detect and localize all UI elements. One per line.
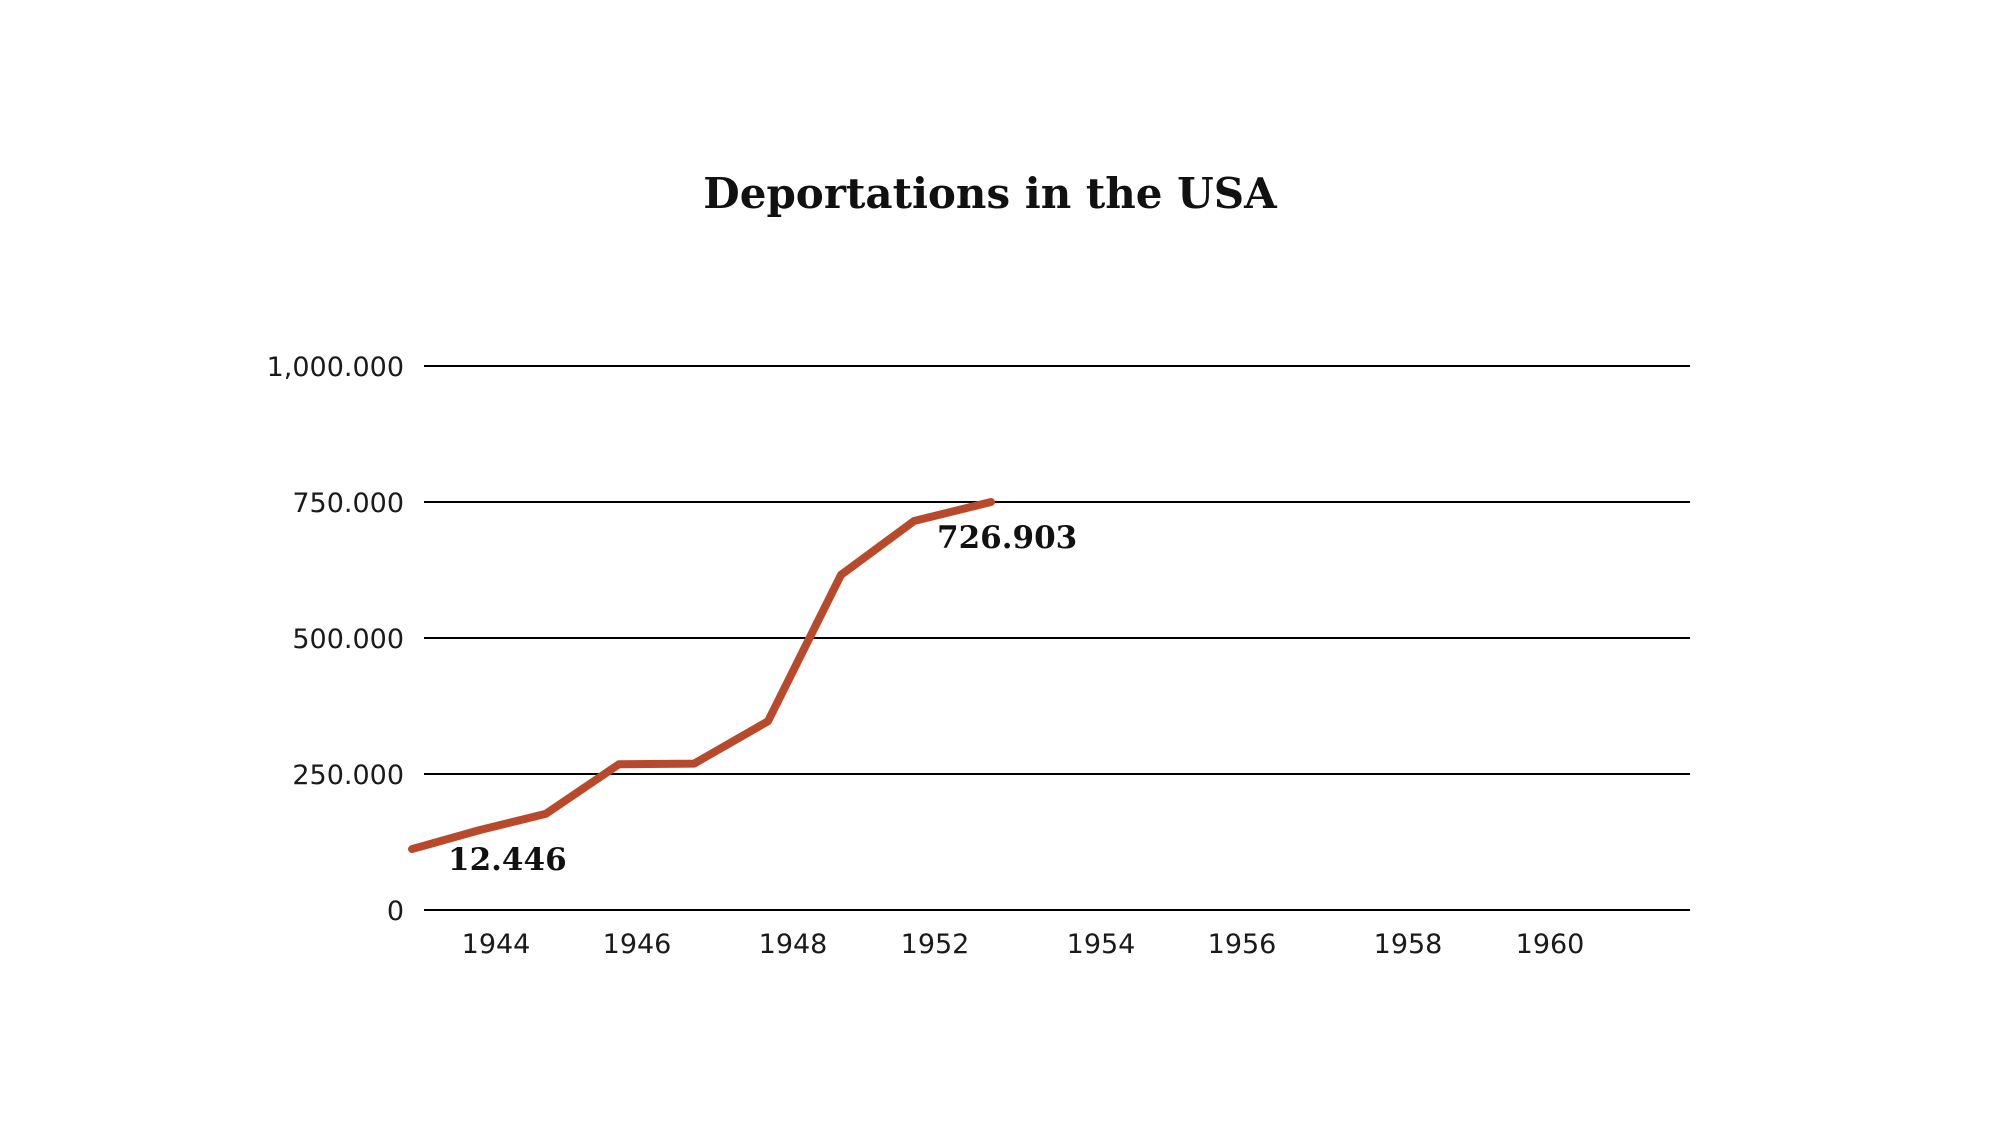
y-tick-label: 500.000 (292, 624, 404, 655)
series-layer (408, 498, 995, 854)
y-tick-label: 750.000 (292, 488, 404, 519)
chart-title: Deportations in the USA (703, 169, 1278, 218)
y-tick-label: 250.000 (292, 760, 404, 791)
x-tick-label: 1944 (462, 929, 531, 960)
data-label: 12.446 (448, 842, 567, 878)
x-tick-label: 1956 (1208, 929, 1277, 960)
x-tick-label: 1948 (759, 929, 828, 960)
series-line (408, 498, 995, 854)
data-labels: 12.446 726.903 (448, 520, 1077, 878)
y-tick-label: 1,000.000 (267, 352, 404, 383)
y-tick-label: 0 (387, 896, 404, 927)
x-tick-label: 1952 (901, 929, 970, 960)
x-tick-label: 1946 (603, 929, 672, 960)
x-tick-label: 1958 (1374, 929, 1443, 960)
data-label: 726.903 (937, 520, 1077, 556)
y-axis-tick-labels: 0 250.000 500.000 750.000 1,000.000 (267, 352, 404, 927)
x-axis-tick-labels: 1944 1946 1948 1952 1954 1956 1958 1960 (462, 929, 1585, 960)
x-tick-label: 1954 (1067, 929, 1136, 960)
gridlines (424, 365, 1690, 911)
x-tick-label: 1960 (1516, 929, 1585, 960)
